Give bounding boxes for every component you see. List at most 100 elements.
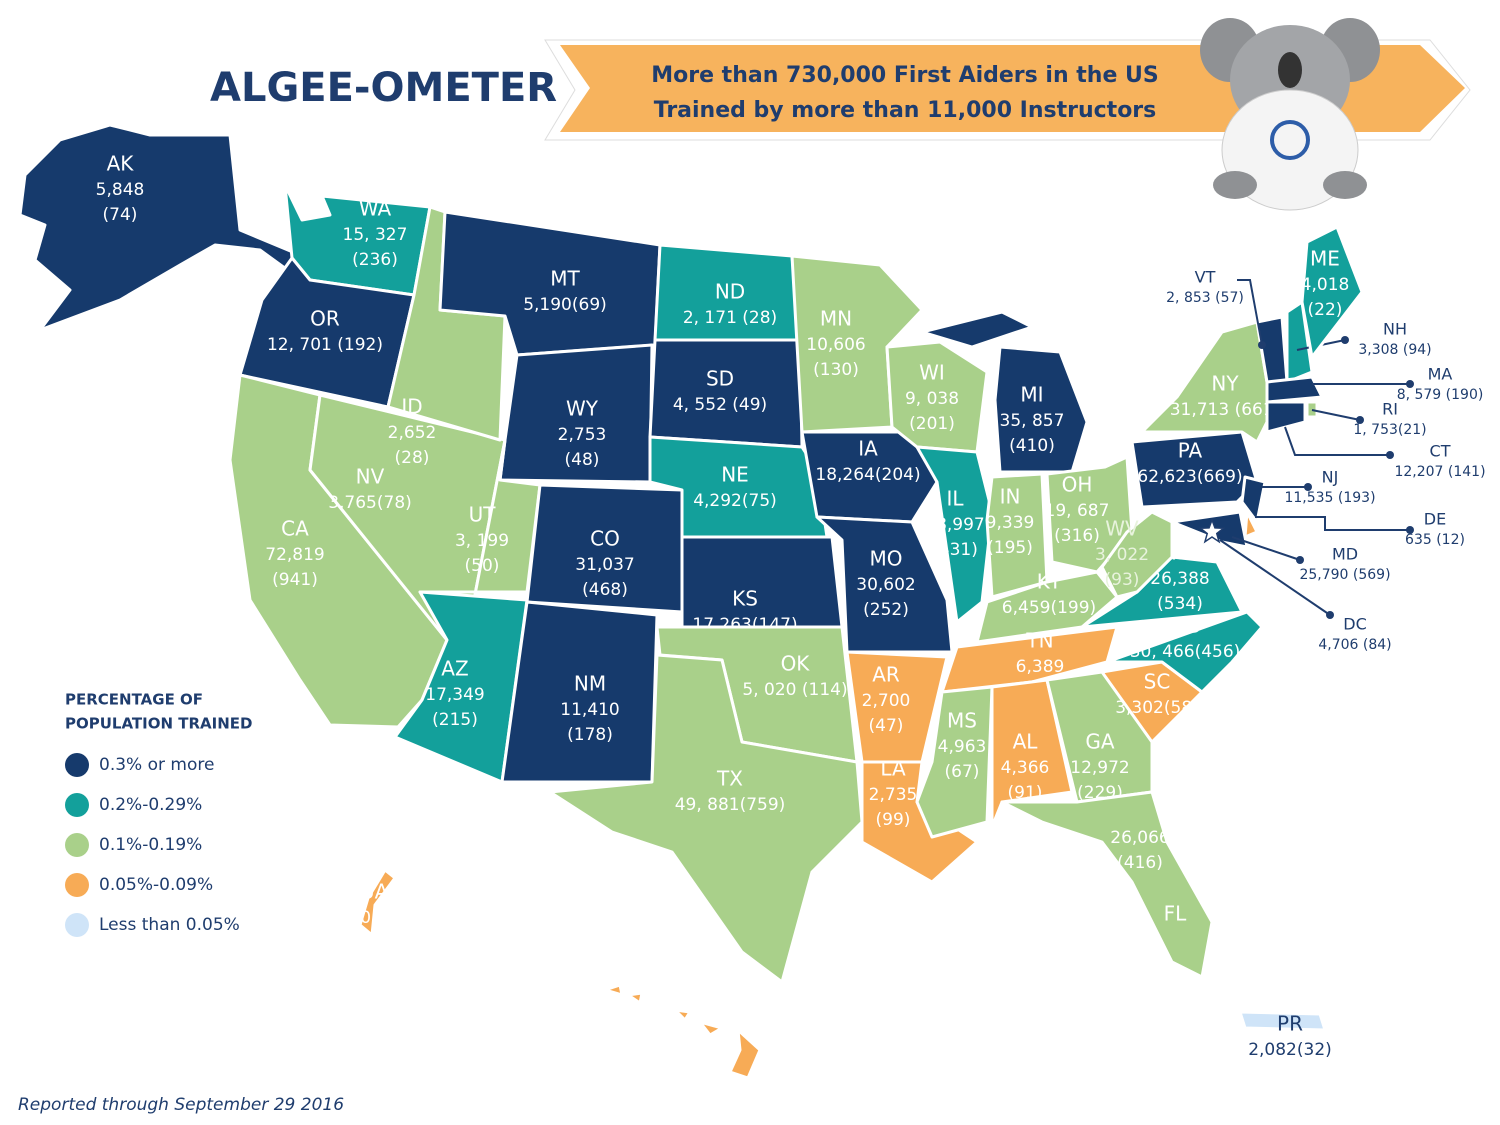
state-count: 6,389 [1016, 657, 1065, 677]
state-count: 2,652 [388, 423, 437, 443]
state-shape [800, 430, 939, 524]
state-shape [1265, 400, 1307, 434]
state-count: 3,308 (94) [1358, 342, 1431, 358]
state: NM 11,410 (178) [500, 600, 659, 784]
state-abbr: WI [919, 361, 945, 385]
state-shape [498, 343, 654, 484]
state-abbr: TX [716, 767, 743, 791]
state-shape [1105, 610, 1264, 694]
state: ME 4,018 (22) [1300, 225, 1364, 359]
state: NJ 11,535 (193) [1240, 468, 1376, 524]
state: OH 19, 687 (316) [1045, 455, 1134, 574]
state-count: 1, 753(21) [1353, 422, 1426, 438]
legend-label: 0.2%-0.29% [99, 795, 202, 815]
state-abbr: NE [721, 463, 749, 487]
page-title: ALGEE-OMETER [210, 65, 557, 111]
leader-dot [1326, 611, 1334, 619]
state-shape [548, 653, 864, 984]
state: WV 3, 022 (93) [1095, 510, 1174, 599]
state: AR 2,700 (47) [845, 650, 949, 764]
banner-line: Trained by more than 11,000 Instructors [654, 98, 1157, 123]
state-abbr: IA [858, 437, 878, 461]
state: DC 4,706 (84) [1198, 517, 1392, 653]
legend-swatch [65, 753, 89, 777]
state-count: (252) [863, 600, 909, 620]
state-count: 2, 171 (28) [683, 308, 777, 328]
state-count: (47) [869, 716, 904, 736]
state-abbr: NM [574, 672, 606, 696]
state: CT 12,207 (141) [1265, 400, 1486, 480]
state-count: 15, 327 [343, 225, 408, 245]
state-shape [1285, 300, 1314, 384]
footer-note: Reported through September 29 2016 [18, 1095, 344, 1115]
state: DE 635 (12) [1243, 510, 1465, 548]
state-shape [698, 1020, 724, 1037]
state: ND 2, 171 (28) [653, 243, 802, 342]
legend-label: 0.05%-0.09% [99, 875, 213, 895]
state-abbr: WA [359, 197, 392, 221]
state-shape [1240, 475, 1267, 524]
state-abbr: FL [1164, 902, 1188, 926]
state-count: 4, 552 (49) [673, 395, 767, 415]
dc-star [1198, 517, 1226, 544]
state-abbr: AZ [441, 657, 468, 681]
state: GUAM 130 (14) [339, 868, 412, 937]
state-abbr: OH [1062, 473, 1093, 497]
state-count: (534) [1157, 594, 1203, 614]
state-count: (178) [567, 725, 613, 745]
legend-swatch [65, 833, 89, 857]
state: IL 28,997 (431) [915, 445, 994, 624]
state-count: 5,190(69) [523, 295, 607, 315]
koala [1200, 18, 1380, 211]
state: CO 31,037 (468) [525, 483, 684, 614]
state: PA 62,623(669) [1130, 430, 1259, 509]
state-abbr: LA [880, 757, 906, 781]
state-abbr: MN [820, 307, 852, 331]
state-count: 12,972 [1070, 758, 1129, 778]
state-count: 8, 579 (190) [1397, 387, 1484, 403]
state-count: (50) [465, 556, 500, 576]
state-abbr: CO [590, 527, 620, 551]
state-abbr: NY [1211, 372, 1239, 396]
state-count: 4,292(75) [693, 491, 777, 511]
state-abbr: DC [1343, 615, 1367, 634]
state: WY 2,753 (48) [498, 343, 654, 484]
legend-swatch [65, 913, 89, 937]
state-shape [990, 678, 1074, 829]
state-count: 1,044 [666, 1070, 715, 1090]
state-abbr: ID [401, 395, 422, 419]
state-abbr: RI [1382, 400, 1398, 419]
state-count: 28,997 [925, 515, 984, 535]
state-abbr: UT [469, 503, 497, 527]
legend-label: 0.3% or more [99, 755, 214, 775]
state-shape [358, 868, 397, 937]
state-count: (67) [945, 762, 980, 782]
state-shape [1265, 375, 1324, 404]
state-count: (316) [1054, 526, 1100, 546]
state: RI 1, 753(21) [1305, 400, 1427, 438]
state-count: 130 (14) [339, 908, 412, 928]
state-count: 5,848 [96, 180, 145, 200]
state-abbr: AL [1013, 730, 1039, 754]
state-shape [648, 338, 804, 449]
state-shape [920, 310, 1034, 349]
state-count: 3,302(58) [1115, 698, 1199, 718]
state-count: 31,713 (661) [1170, 400, 1281, 420]
state-abbr: GUAM [344, 880, 405, 904]
state-abbr: CA [281, 517, 309, 541]
state-shape [1243, 510, 1259, 539]
state-count: 11,410 [560, 700, 619, 720]
state-count: 6,459(199) [1002, 598, 1096, 618]
legend-swatch [65, 873, 89, 897]
state-count: (941) [272, 570, 318, 590]
state-abbr: MA [1428, 365, 1453, 384]
state-abbr: OR [310, 307, 340, 331]
state: LA 2,735 (99) [860, 757, 979, 884]
state-shape [985, 472, 1049, 599]
state-count: 30,602 [856, 575, 915, 595]
leader-line [1237, 279, 1263, 346]
state: VT 2, 853 (57) [1166, 268, 1289, 384]
state-count: 2,735 [869, 785, 918, 805]
